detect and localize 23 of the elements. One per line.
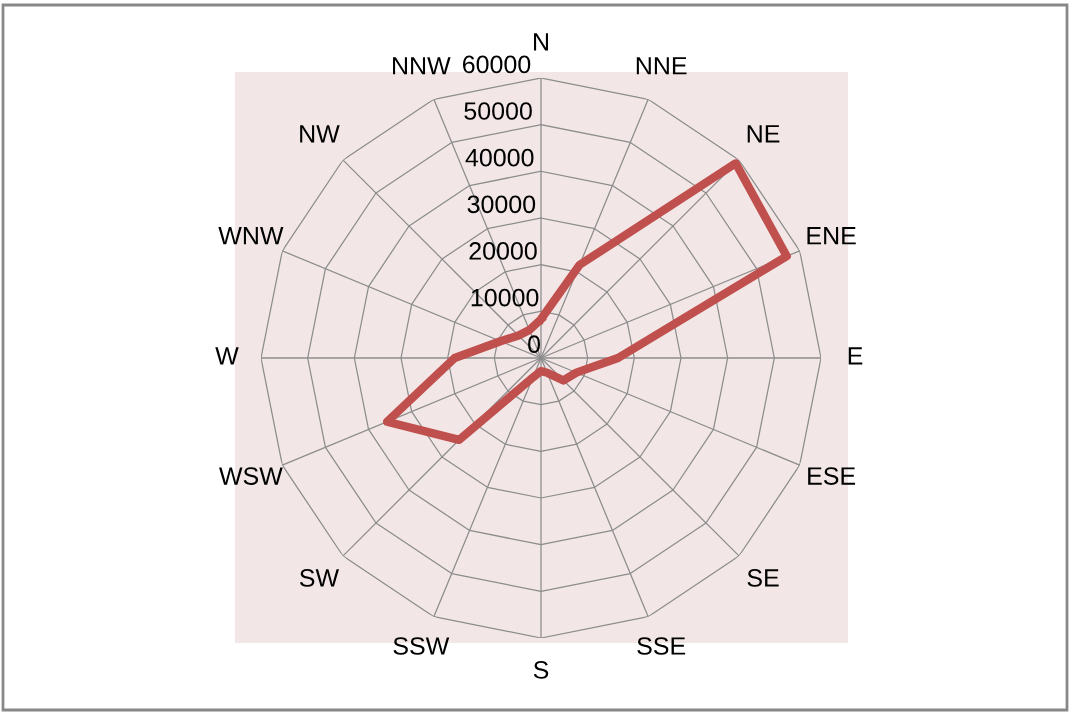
spoke-label: SSE: [637, 637, 686, 655]
spoke-label: E: [848, 347, 863, 365]
spoke-label: WSW: [219, 467, 283, 485]
spoke-label: N: [534, 33, 548, 51]
spoke-label: ENE: [807, 227, 856, 245]
spoke-label: NNW: [393, 57, 451, 75]
spoke-label: WNW: [218, 227, 284, 245]
spoke-label: SW: [299, 569, 339, 587]
spoke-label: NW: [300, 125, 340, 143]
spoke-label: SSW: [393, 637, 450, 655]
spoke-label: SE: [747, 569, 779, 587]
y-tick-label: 10000: [471, 288, 539, 307]
spoke-label: NE: [747, 125, 780, 143]
spoke-label: W: [215, 347, 239, 365]
y-tick-label: 40000: [465, 148, 534, 167]
y-tick-label: 60000: [462, 55, 531, 74]
spoke-label: ESE: [808, 467, 856, 485]
y-tick-label: 20000: [469, 242, 537, 260]
y-tick-label: 0: [528, 335, 541, 354]
spoke-label: NNE: [636, 57, 687, 75]
y-tick-label: 50000: [464, 102, 532, 120]
y-tick-label: 30000: [467, 195, 536, 214]
spoke-label: S: [533, 661, 549, 679]
